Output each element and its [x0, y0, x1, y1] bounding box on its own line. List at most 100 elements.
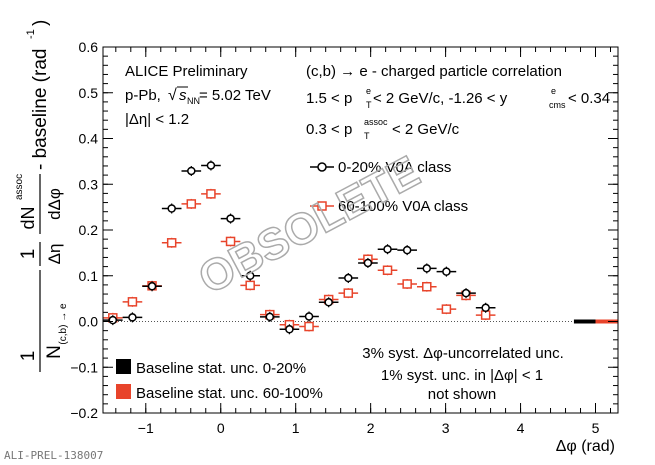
associated-kinematics-label: 0.3 < p assoc T < 2 GeV/c — [306, 117, 460, 141]
eta-cut-label: |Δη| < 1.2 — [125, 111, 189, 128]
marker-circle — [128, 313, 137, 322]
marker-circle — [245, 271, 255, 280]
svg-text:- baseline (rad: - baseline (rad — [30, 49, 51, 170]
svg-text:assoc: assoc — [364, 117, 388, 127]
marker-circle — [226, 214, 235, 223]
legend-entry-0-20: 0-20% V0A class — [310, 159, 451, 176]
y-tick-label: 0.2 — [79, 222, 99, 238]
point-60-100 — [377, 265, 398, 276]
marker-square — [127, 297, 138, 307]
svg-text:N: N — [44, 345, 65, 359]
electron-kinematics-label: 1.5 < p e T < 2 GeV/c, -1.26 < y e cms <… — [306, 86, 610, 110]
svg-text:1% syst. unc. in |Δφ| < 1: 1% syst. unc. in |Δφ| < 1 — [381, 367, 543, 384]
x-tick-label: 5 — [592, 420, 600, 436]
marker-square — [402, 279, 412, 289]
point-0-20 — [201, 160, 221, 171]
x-tick-label: 3 — [442, 420, 450, 436]
legend: 0-20% V0A class 60-100% V0A class — [310, 159, 468, 215]
svg-text:< 2 GeV/c, -1.26 < y: < 2 GeV/c, -1.26 < y — [373, 90, 508, 107]
marker-square — [206, 189, 216, 199]
point-60-100 — [416, 281, 437, 292]
marker-circle — [402, 245, 412, 255]
collision-system-label: p-Pb, √ s NN = 5.02 TeV — [125, 86, 271, 106]
x-axis-label: Δφ (rad) — [556, 438, 615, 455]
marker-square — [166, 238, 177, 248]
marker-square — [343, 288, 354, 298]
svg-text:s: s — [179, 87, 187, 104]
point-0-20 — [456, 288, 476, 299]
baseline-swatch-60-100 — [116, 384, 131, 399]
systematics-note: 3% syst. Δφ-uncorrelated unc. 1% syst. u… — [362, 345, 564, 403]
point-0-20 — [279, 324, 300, 335]
marker-circle — [344, 273, 353, 283]
point-60-100 — [220, 236, 241, 247]
marker-circle — [324, 298, 333, 307]
legend-entry-60-100: 60-100% V0A class — [310, 198, 468, 215]
point-0-20 — [318, 297, 339, 308]
point-60-100 — [122, 296, 143, 307]
legend-marker-square — [317, 201, 327, 211]
marker-square — [186, 199, 197, 209]
marker-circle — [461, 288, 471, 298]
x-tick-label: 0 — [217, 420, 225, 436]
x-tick-label: 4 — [517, 420, 525, 436]
marker-circle — [167, 204, 176, 213]
baseline-label-60-100: Baseline stat. unc. 60-100% — [136, 385, 323, 402]
point-60-100 — [397, 278, 417, 289]
marker-circle — [147, 282, 157, 291]
point-0-20 — [436, 266, 457, 277]
process-label: (c,b) → e - charged particle correlation — [306, 63, 562, 80]
svg-text:not shown: not shown — [428, 386, 496, 403]
marker-square — [422, 281, 432, 292]
baseline-band-0 — [573, 319, 596, 324]
baseline-band-1 — [595, 319, 618, 324]
point-60-100 — [299, 321, 319, 332]
svg-text:√: √ — [168, 87, 177, 104]
svg-text:= 5.02 TeV: = 5.02 TeV — [199, 87, 271, 104]
point-0-20 — [397, 245, 417, 256]
point-0-20 — [103, 315, 123, 326]
svg-text:cms: cms — [549, 100, 566, 110]
y-tick-label: −0.1 — [70, 359, 98, 375]
point-0-20 — [122, 312, 143, 323]
svg-text:T: T — [366, 100, 372, 110]
svg-text:e: e — [551, 86, 556, 96]
figure-id-label: ALI-PREL-138007 — [4, 449, 103, 462]
point-60-100 — [201, 188, 221, 199]
marker-circle — [383, 244, 392, 254]
y-tick-label: 0.6 — [79, 39, 99, 55]
x-tick-label: 1 — [292, 420, 300, 436]
svg-text:1.5 < p: 1.5 < p — [306, 90, 352, 107]
baseline-label-0-20: Baseline stat. unc. 0-20% — [136, 360, 306, 377]
obsolete-watermark: OBSOLETE — [191, 147, 428, 304]
baseline-legend: Baseline stat. unc. 0-20% Baseline stat.… — [116, 359, 323, 402]
point-60-100 — [338, 288, 359, 299]
point-0-20 — [377, 244, 398, 255]
marker-circle — [442, 267, 451, 276]
marker-circle — [481, 303, 490, 313]
svg-text:dΔφ: dΔφ — [45, 188, 64, 220]
marker-circle — [265, 312, 275, 322]
y-tick-label: 0.3 — [79, 176, 99, 192]
marker-circle — [422, 264, 432, 273]
legend-marker-circle — [317, 162, 327, 172]
x-tick-label: 2 — [367, 420, 375, 436]
marker-circle — [363, 258, 373, 268]
svg-text:1: 1 — [18, 249, 39, 260]
point-0-20 — [161, 203, 182, 214]
marker-circle — [108, 315, 118, 325]
point-0-20 — [358, 257, 378, 268]
point-0-20 — [220, 213, 241, 224]
alice-preliminary-label: ALICE Preliminary — [125, 63, 248, 80]
svg-text:-1: -1 — [25, 29, 37, 39]
svg-text:3% syst. Δφ-uncorrelated unc.: 3% syst. Δφ-uncorrelated unc. — [362, 345, 564, 362]
svg-text:(c,b) → e: (c,b) → e — [58, 303, 69, 345]
point-0-20 — [338, 273, 359, 284]
svg-text:assoc: assoc — [14, 174, 25, 200]
marker-square — [382, 265, 393, 276]
svg-text:0-20% V0A class: 0-20% V0A class — [338, 159, 451, 176]
svg-text:Δη: Δη — [45, 244, 64, 265]
svg-text:60-100% V0A class: 60-100% V0A class — [338, 198, 468, 215]
x-tick-label: −1 — [138, 420, 154, 436]
